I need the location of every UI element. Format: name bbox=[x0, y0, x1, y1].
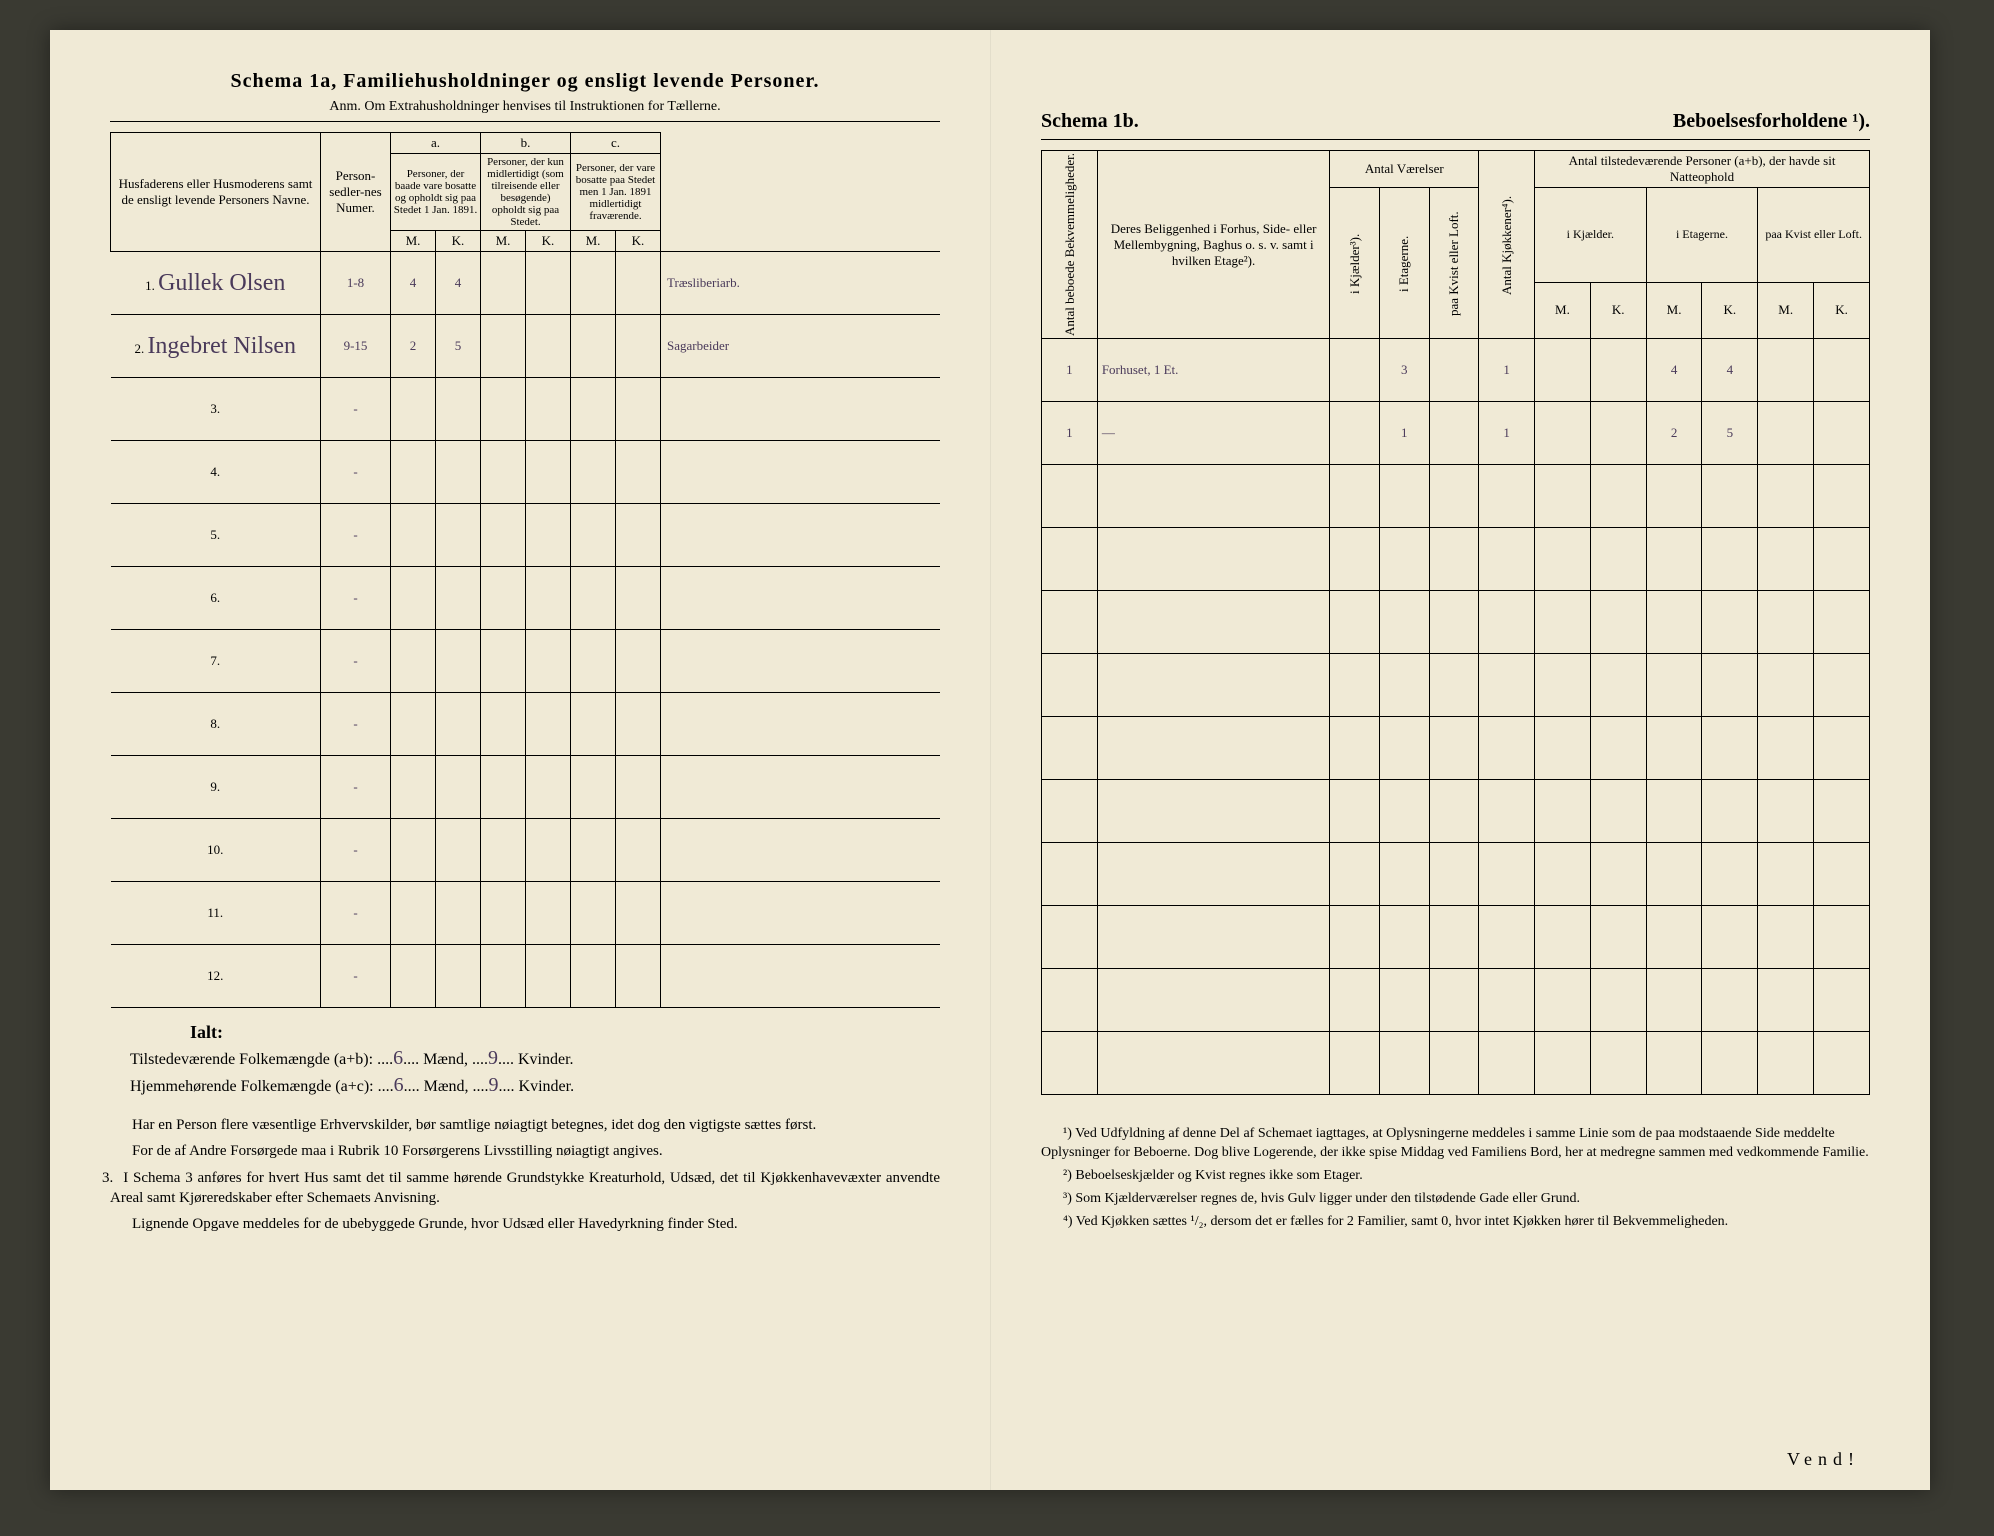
ialt-label: Ialt: bbox=[110, 1022, 940, 1043]
col-tilst: Antal tilstedeværende Personer (a+b), de… bbox=[1535, 151, 1870, 188]
col-occupation-blank bbox=[661, 133, 941, 252]
col-personnum: Person-sedler-nes Numer. bbox=[321, 133, 391, 252]
col-b-m: M. bbox=[481, 231, 526, 252]
table-row bbox=[1042, 969, 1870, 1032]
table-row bbox=[1042, 717, 1870, 780]
schema-1b-label: Schema 1b. bbox=[1041, 110, 1139, 133]
vend-label: Vend! bbox=[1787, 1449, 1860, 1470]
mk: M. bbox=[1646, 282, 1702, 338]
table-body: 1. Gullek Olsen1-844Træsliberiarb.2. Ing… bbox=[111, 252, 941, 1008]
para3: 3.I Schema 3 anføres for hvert Hus samt … bbox=[110, 1168, 940, 1209]
col-b-k: K. bbox=[526, 231, 571, 252]
col-c-label: c. bbox=[571, 133, 661, 154]
col-v-kvist: paa Kvist eller Loft. bbox=[1429, 188, 1479, 339]
table-row: 4. - bbox=[111, 441, 941, 504]
col-c-k: K. bbox=[616, 231, 661, 252]
maend-label2: Mænd, bbox=[424, 1078, 469, 1095]
table-row: 3. - bbox=[111, 378, 941, 441]
para3-text: I Schema 3 anføres for hvert Hus samt de… bbox=[110, 1170, 940, 1206]
col-n-etag: i Etagerne. bbox=[1646, 188, 1758, 283]
col-c-m: M. bbox=[571, 231, 616, 252]
para3-num: 3. bbox=[102, 1170, 113, 1186]
hjem-label: Hjemmehørende Folkemængde (a+c): bbox=[130, 1078, 374, 1095]
kvinder-label: Kvinder. bbox=[518, 1051, 574, 1068]
table-row bbox=[1042, 906, 1870, 969]
fn4: ⁴) Ved Kjøkken sættes ¹/₂, dersom det er… bbox=[1041, 1213, 1870, 1232]
mk: K. bbox=[1702, 282, 1758, 338]
col-a-text: Personer, der baade vare bosatte og opho… bbox=[391, 154, 481, 231]
col-b-label: b. bbox=[481, 133, 571, 154]
table-row bbox=[1042, 654, 1870, 717]
para4: Lignende Opgave meddeles for de ubebygge… bbox=[110, 1214, 940, 1234]
col-names: Husfaderens eller Husmoderens samt de en… bbox=[111, 133, 321, 252]
table-row: 1 —1125 bbox=[1042, 402, 1870, 465]
schema-1a-table: Husfaderens eller Husmoderens samt de en… bbox=[110, 132, 940, 1008]
table-row: 5. - bbox=[111, 504, 941, 567]
tilst-label: Tilstedeværende Folkemængde (a+b): bbox=[130, 1051, 373, 1068]
table-row bbox=[1042, 591, 1870, 654]
table-row bbox=[1042, 528, 1870, 591]
tilstedevaerende-line: Tilstedeværende Folkemængde (a+b): ....6… bbox=[130, 1047, 940, 1070]
col-belig: Deres Beliggenhed i Forhus, Side- eller … bbox=[1097, 151, 1330, 339]
mk: K. bbox=[1590, 282, 1646, 338]
col-v-etag: i Etagerne. bbox=[1379, 188, 1429, 339]
fn3: ³) Som Kjælderværelser regnes de, hvis G… bbox=[1041, 1190, 1870, 1209]
col-a-m: M. bbox=[391, 231, 436, 252]
table-row: 1. Gullek Olsen1-844Træsliberiarb. bbox=[111, 252, 941, 315]
col-a-k: K. bbox=[436, 231, 481, 252]
mk: K. bbox=[1814, 282, 1870, 338]
table-row: 10. - bbox=[111, 819, 941, 882]
table-row: 7. - bbox=[111, 630, 941, 693]
hjemmehorende-line: Hjemmehørende Folkemængde (a+c): ....6..… bbox=[130, 1074, 940, 1097]
right-page: Schema 1b. Beboelsesforholdene ¹). Antal… bbox=[990, 30, 1930, 1490]
table-row bbox=[1042, 1032, 1870, 1095]
table-row bbox=[1042, 780, 1870, 843]
anm-note: Anm. Om Extrahusholdninger henvises til … bbox=[110, 99, 940, 122]
col-v-kjael: i Kjælder³). bbox=[1330, 188, 1380, 339]
fn1: ¹) Ved Udfyldning af denne Del af Schema… bbox=[1041, 1125, 1870, 1163]
table-row bbox=[1042, 465, 1870, 528]
table-row: 9. - bbox=[111, 756, 941, 819]
hjem-m: 6 bbox=[394, 1074, 404, 1096]
col-c-text: Personer, der vare bosatte paa Stedet me… bbox=[571, 154, 661, 231]
beboelses-label: Beboelsesforholdene ¹). bbox=[1673, 110, 1870, 133]
table-row: 2. Ingebret Nilsen9-1525Sagarbeider bbox=[111, 315, 941, 378]
tilst-k: 9 bbox=[488, 1047, 498, 1069]
table-row: 8. - bbox=[111, 693, 941, 756]
mk: M. bbox=[1758, 282, 1814, 338]
schema-1b-table: Antal beboede Bekvemmeligheder. Deres Be… bbox=[1041, 150, 1870, 1095]
maend-label: Mænd, bbox=[423, 1051, 468, 1068]
col-b-text: Personer, der kun midlertidigt (som tilr… bbox=[481, 154, 571, 231]
table-body-b: 1Forhuset, 1 Et.31441 —1125 bbox=[1042, 339, 1870, 1095]
para2: For de af Andre Forsørgede maa i Rubrik … bbox=[110, 1141, 940, 1161]
col-vaer: Antal Værelser bbox=[1330, 151, 1479, 188]
scanned-page: Schema 1a, Familiehusholdninger og ensli… bbox=[50, 30, 1930, 1490]
table-row: 11. - bbox=[111, 882, 941, 945]
col-kjok: Antal Kjøkkener⁴). bbox=[1479, 151, 1535, 339]
fn2: ²) Beboelseskjælder og Kvist regnes ikke… bbox=[1041, 1167, 1870, 1186]
table-row bbox=[1042, 843, 1870, 906]
schema-1a-title: Schema 1a, Familiehusholdninger og ensli… bbox=[110, 70, 940, 93]
kvinder-label2: Kvinder. bbox=[519, 1078, 575, 1095]
mk: M. bbox=[1535, 282, 1591, 338]
left-bodytext: Har en Person flere væsentlige Erhvervsk… bbox=[110, 1115, 940, 1234]
table-row: 12. - bbox=[111, 945, 941, 1008]
left-page: Schema 1a, Familiehusholdninger og ensli… bbox=[50, 30, 990, 1490]
tilst-m: 6 bbox=[393, 1047, 403, 1069]
col-bekv: Antal beboede Bekvemmeligheder. bbox=[1042, 151, 1098, 339]
col-n-kjael: i Kjælder. bbox=[1535, 188, 1647, 283]
hjem-k: 9 bbox=[489, 1074, 499, 1096]
table-head-b: Antal beboede Bekvemmeligheder. Deres Be… bbox=[1042, 151, 1870, 339]
table-row: 6. - bbox=[111, 567, 941, 630]
col-a-label: a. bbox=[391, 133, 481, 154]
table-row: 1Forhuset, 1 Et.3144 bbox=[1042, 339, 1870, 402]
para1: Har en Person flere væsentlige Erhvervsk… bbox=[110, 1115, 940, 1135]
schema-1b-title: Schema 1b. Beboelsesforholdene ¹). bbox=[1041, 110, 1870, 140]
table-head: Husfaderens eller Husmoderens samt de en… bbox=[111, 133, 941, 252]
col-n-kvist: paa Kvist eller Loft. bbox=[1758, 188, 1870, 283]
footnotes: ¹) Ved Udfyldning af denne Del af Schema… bbox=[1041, 1125, 1870, 1231]
